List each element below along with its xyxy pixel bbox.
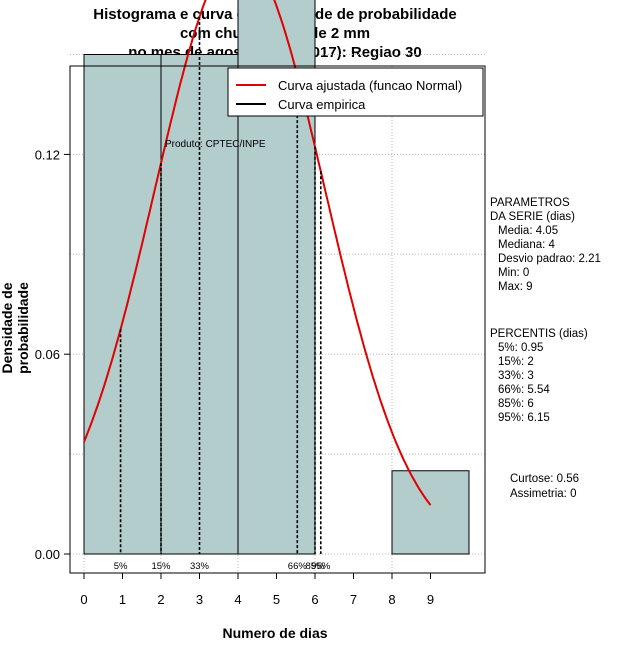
kurtosis-value: Curtose: 0.56 [510, 473, 580, 485]
x-tick-label-5: 5 [273, 592, 280, 607]
percentile-label-2: 33% [190, 561, 210, 572]
x-tick-label-6: 6 [311, 592, 318, 607]
histogram-bar-0 [83, 54, 162, 555]
normal-fit-curve [83, 0, 432, 506]
parameter-min: Min: 0 [498, 267, 530, 279]
parameter-mean: Media: 4.05 [498, 225, 559, 237]
parameters-heading-1: PARAMETROS [490, 197, 570, 209]
parameter-median: Mediana: 4 [498, 239, 555, 251]
y-axis-label: Densidade de probabilidade [0, 282, 31, 374]
x-tick-label-2: 2 [157, 592, 164, 607]
x-tick-label-4: 4 [234, 592, 241, 607]
skewness-value: Assimetria: 0 [510, 488, 577, 500]
legend-label-normal: Curva ajustada (funcao Normal) [278, 78, 462, 93]
x-tick-label-7: 7 [350, 592, 357, 607]
legend-label-empirical: Curva empirica [278, 97, 366, 112]
x-tick-label-9: 9 [427, 592, 434, 607]
percentile-66: 66%: 5.54 [498, 384, 550, 396]
parameter-stddev: Desvio padrao: 2.21 [498, 253, 601, 265]
legend-box [227, 67, 484, 117]
percentile-15: 15%: 2 [498, 356, 534, 368]
percentile-label-5: 95% [311, 561, 331, 572]
percentile-33: 33%: 3 [498, 370, 534, 382]
x-tick-label-3: 3 [196, 592, 203, 607]
x-tick-label-0: 0 [80, 592, 87, 607]
y-tick-label-2: 0.12 [35, 147, 60, 162]
parameters-heading-2: DA SERIE (dias) [490, 211, 575, 223]
percentile-95: 95%: 6.15 [498, 412, 550, 424]
y-tick-label-0: 0.00 [35, 547, 60, 562]
percentile-5: 5%: 0.95 [498, 342, 544, 354]
plot-frame [69, 65, 486, 574]
histogram-bar-4 [391, 470, 470, 555]
x-tick-label-8: 8 [388, 592, 395, 607]
y-tick-label-1: 0.06 [35, 347, 60, 362]
percentile-label-4: 85% [305, 561, 325, 572]
percentile-label-0: 5% [114, 561, 128, 572]
credit-annotation: Produto: CPTEC/INPE [165, 139, 266, 150]
parameter-max: Max: 9 [498, 281, 533, 293]
percentile-85: 85%: 6 [498, 398, 534, 410]
x-tick-label-1: 1 [119, 592, 126, 607]
percentile-label-3: 66% [288, 561, 308, 572]
percentile-label-1: 15% [151, 561, 171, 572]
x-axis-label: Numero de dias [222, 625, 328, 641]
percentiles-heading: PERCENTIS (dias) [490, 328, 588, 340]
